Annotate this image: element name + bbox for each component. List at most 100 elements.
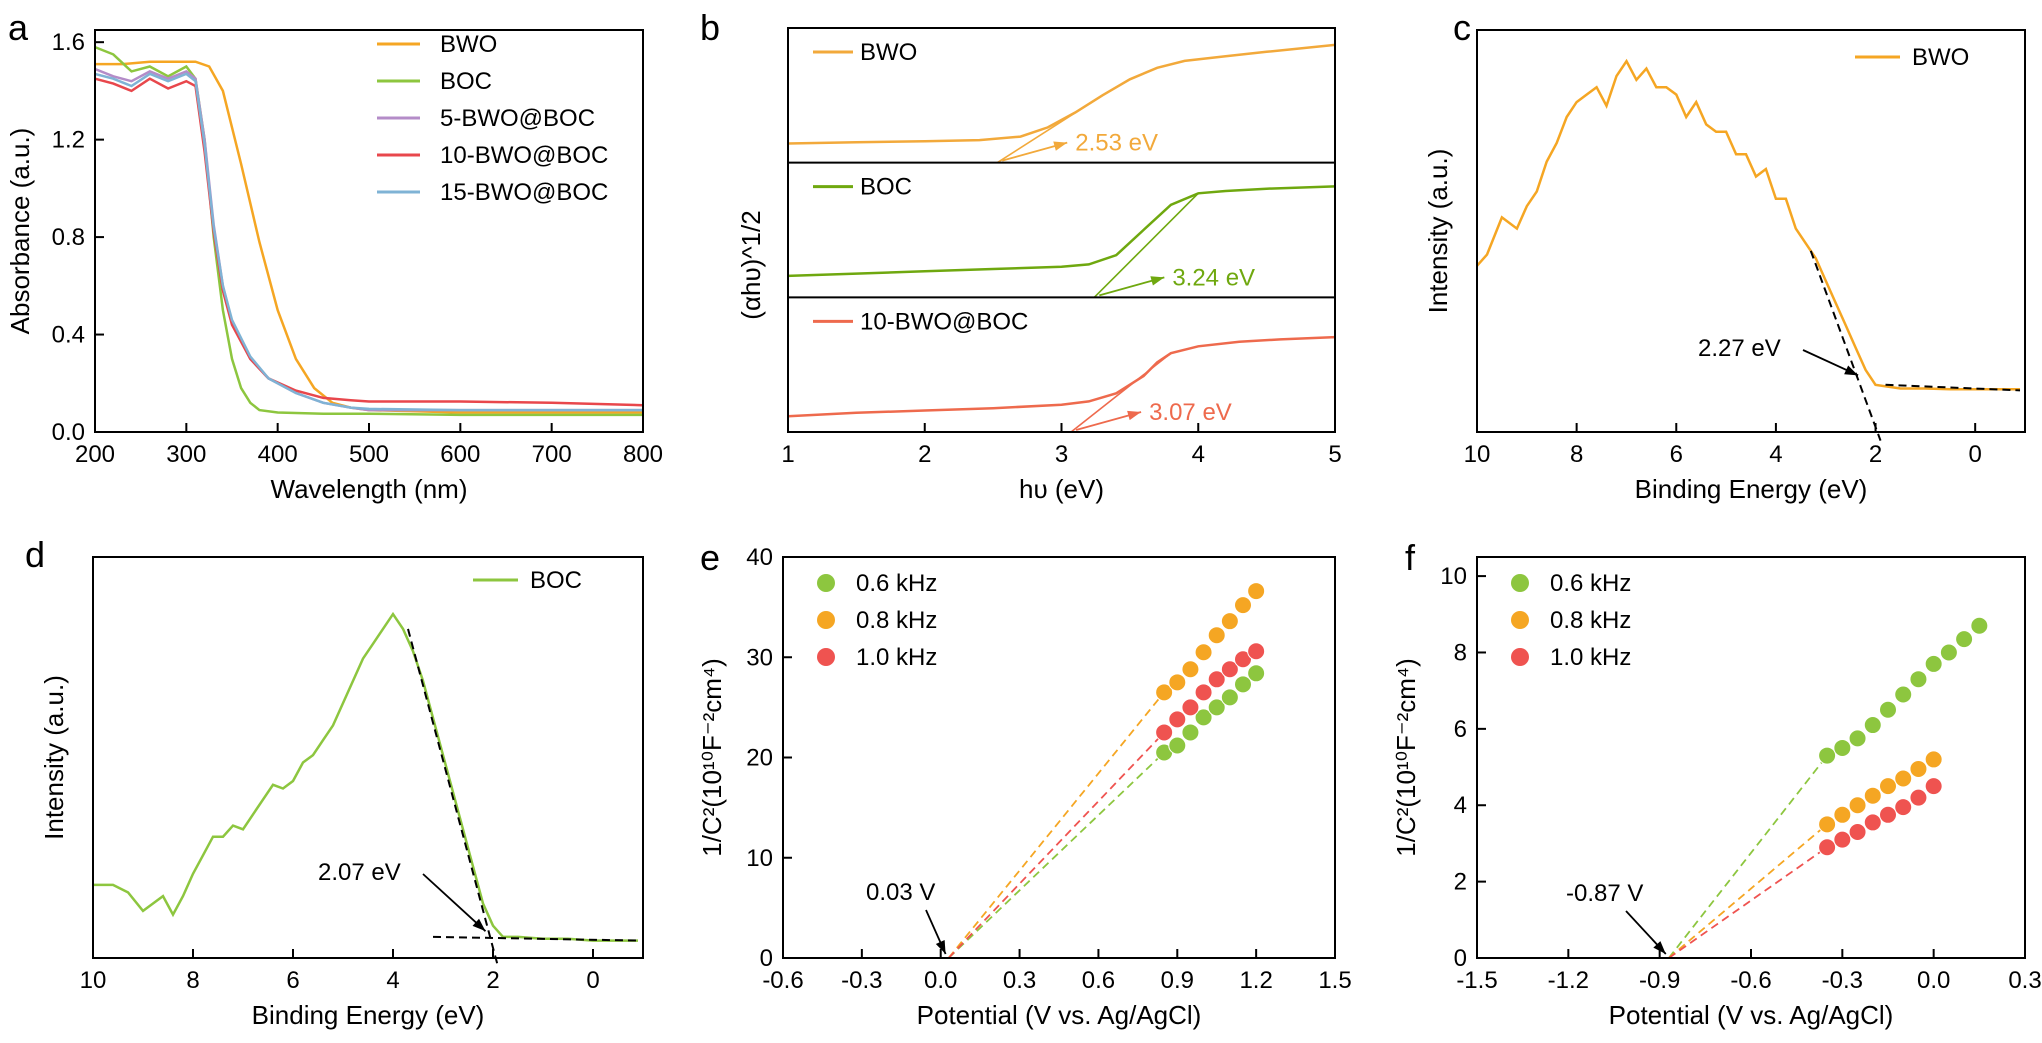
spectrum-line bbox=[1476, 58, 2020, 391]
x-tick-label: 8 bbox=[1570, 441, 1583, 468]
x-tick-label: -1.5 bbox=[1456, 967, 1497, 994]
data-point bbox=[1181, 660, 1200, 679]
legend-marker bbox=[1511, 574, 1529, 592]
baseline-dashed bbox=[1885, 383, 2021, 392]
panel-b: 2.53 eV BWO 3.24 eV BOC 3.07 eV 10-BWO@BOC 1 2 3… bbox=[700, 7, 1342, 504]
legend-label: BWO bbox=[440, 31, 497, 58]
x-tick-label: 3 bbox=[1055, 441, 1068, 468]
x-tick-label: 10 bbox=[1464, 441, 1491, 468]
data-point bbox=[1220, 612, 1239, 631]
y-axis-label: Intensity (a.u.) bbox=[1423, 149, 1453, 314]
y-tick-label: 1.6 bbox=[52, 29, 85, 56]
x-tick-label: -0.3 bbox=[1822, 967, 1863, 994]
data-point bbox=[1234, 596, 1252, 615]
y-tick-label: 1.2 bbox=[52, 127, 85, 154]
arrow-head bbox=[1053, 141, 1068, 151]
legend-label: 0.6 kHz bbox=[856, 570, 937, 597]
x-axis-label: Potential (V vs. Ag/AgCl) bbox=[1609, 1000, 1894, 1030]
data-point bbox=[1863, 716, 1882, 735]
legend-label: 15-BWO@BOC bbox=[440, 179, 608, 206]
panel-letter: e bbox=[700, 537, 720, 578]
panel-c: 2.27 eV 10 8 6 4 2 0 Binding Energy (eV) Intensi… bbox=[1423, 7, 2026, 504]
x-tick-label: 1.2 bbox=[1239, 967, 1272, 994]
x-tick-label: -0.9 bbox=[1639, 967, 1680, 994]
x-tick-label: 0.3 bbox=[2008, 967, 2041, 994]
tangent-dashed bbox=[407, 628, 499, 967]
tangent-line bbox=[1070, 352, 1172, 433]
x-tick-label: 4 bbox=[1192, 441, 1205, 468]
panel-letter: b bbox=[700, 7, 720, 48]
data-point bbox=[1155, 683, 1174, 702]
data-point bbox=[1181, 723, 1200, 742]
data-point bbox=[1848, 796, 1867, 815]
extrapolation-line bbox=[947, 691, 1165, 959]
x-axis-label: hυ (eV) bbox=[1019, 474, 1104, 504]
x-tick-label: -0.6 bbox=[1730, 967, 1771, 994]
legend-label: 1.0 kHz bbox=[856, 644, 937, 671]
tauc-curve bbox=[787, 335, 1336, 418]
x-tick-label: 800 bbox=[623, 441, 663, 468]
plot-frame bbox=[92, 556, 644, 959]
series-line-15-BWO@BOC bbox=[94, 72, 643, 412]
data-point bbox=[1818, 838, 1837, 857]
data-point bbox=[1955, 630, 1974, 649]
arrow-head bbox=[1127, 410, 1142, 421]
x-tick-label: 0 bbox=[586, 967, 599, 994]
edge-label: 2.27 eV bbox=[1698, 335, 1781, 362]
data-point bbox=[1234, 675, 1252, 694]
y-tick-label: 10 bbox=[746, 845, 773, 872]
data-point bbox=[1168, 673, 1187, 692]
edge-label: 2.07 eV bbox=[318, 859, 401, 886]
data-point bbox=[1247, 664, 1266, 683]
panel-d: 2.07 eV 10 8 6 4 2 0 Binding Energy (eV) Intensi… bbox=[25, 534, 644, 1030]
x-tick-label: 2 bbox=[918, 441, 931, 468]
x-tick-label: 300 bbox=[166, 441, 206, 468]
data-point bbox=[1207, 698, 1226, 717]
x-tick-label: 1.5 bbox=[1318, 967, 1351, 994]
baseline-dashed bbox=[432, 935, 639, 942]
y-tick-label: 8 bbox=[1454, 639, 1467, 666]
x-tick-label: -0.6 bbox=[762, 967, 803, 994]
plot-frame bbox=[94, 29, 644, 433]
legend-marker bbox=[817, 611, 835, 629]
x-axis-label: Wavelength (nm) bbox=[271, 474, 468, 504]
bandgap-label: 3.24 eV bbox=[1172, 264, 1255, 291]
legend-marker bbox=[1511, 648, 1529, 666]
y-tick-label: 20 bbox=[746, 745, 773, 772]
x-axis-label: Binding Energy (eV) bbox=[252, 1000, 485, 1030]
extrapolation-line bbox=[1668, 823, 1828, 959]
x-tick-label: -1.2 bbox=[1548, 967, 1589, 994]
x-tick-label: 400 bbox=[258, 441, 298, 468]
y-axis-label: 1/C²(10¹⁰F⁻²cm⁴) bbox=[697, 658, 727, 857]
x-tick-label: -0.3 bbox=[841, 967, 882, 994]
y-axis-label: (αhυ)^1/2 bbox=[736, 210, 766, 319]
series-line-10-BWO@BOC bbox=[94, 77, 644, 407]
legend-label: 0.8 kHz bbox=[1550, 607, 1631, 634]
data-point bbox=[1939, 643, 1958, 662]
x-tick-label: 6 bbox=[1670, 441, 1683, 468]
legend-label: BWO bbox=[860, 39, 917, 66]
x-tick-label: 4 bbox=[386, 967, 399, 994]
tangent-line bbox=[996, 94, 1103, 164]
data-point bbox=[1818, 815, 1837, 834]
data-point bbox=[1818, 746, 1837, 765]
bandgap-label: 3.07 eV bbox=[1149, 399, 1232, 426]
legend-label: 10-BWO@BOC bbox=[860, 308, 1028, 335]
x-axis-label: Potential (V vs. Ag/AgCl) bbox=[917, 1000, 1202, 1030]
panel-letter: a bbox=[8, 7, 29, 48]
data-point bbox=[1909, 670, 1928, 689]
data-point bbox=[1848, 729, 1867, 748]
legend-label: BWO bbox=[1912, 44, 1969, 71]
panel-a: 200 300 400 500 600 700 800 0.0 0.4 0.8 1.2 1.6 Wave… bbox=[5, 7, 663, 504]
data-point bbox=[1181, 698, 1200, 717]
x-tick-label: 1 bbox=[781, 441, 794, 468]
edge-arrow bbox=[422, 873, 487, 932]
panel-f: -1.5 -1.2 -0.9 -0.6 -0.3 0.0 0.3 0 2 4 6 8 10 Potenti… bbox=[1391, 537, 2042, 1030]
arrow-head bbox=[935, 940, 946, 954]
y-tick-label: 0 bbox=[760, 945, 773, 972]
plot-frame bbox=[787, 27, 1336, 433]
legend-label: 10-BWO@BOC bbox=[440, 142, 608, 169]
arrow-head bbox=[1844, 365, 1859, 376]
plot-frame bbox=[1476, 29, 2026, 433]
data-point bbox=[1833, 830, 1852, 849]
